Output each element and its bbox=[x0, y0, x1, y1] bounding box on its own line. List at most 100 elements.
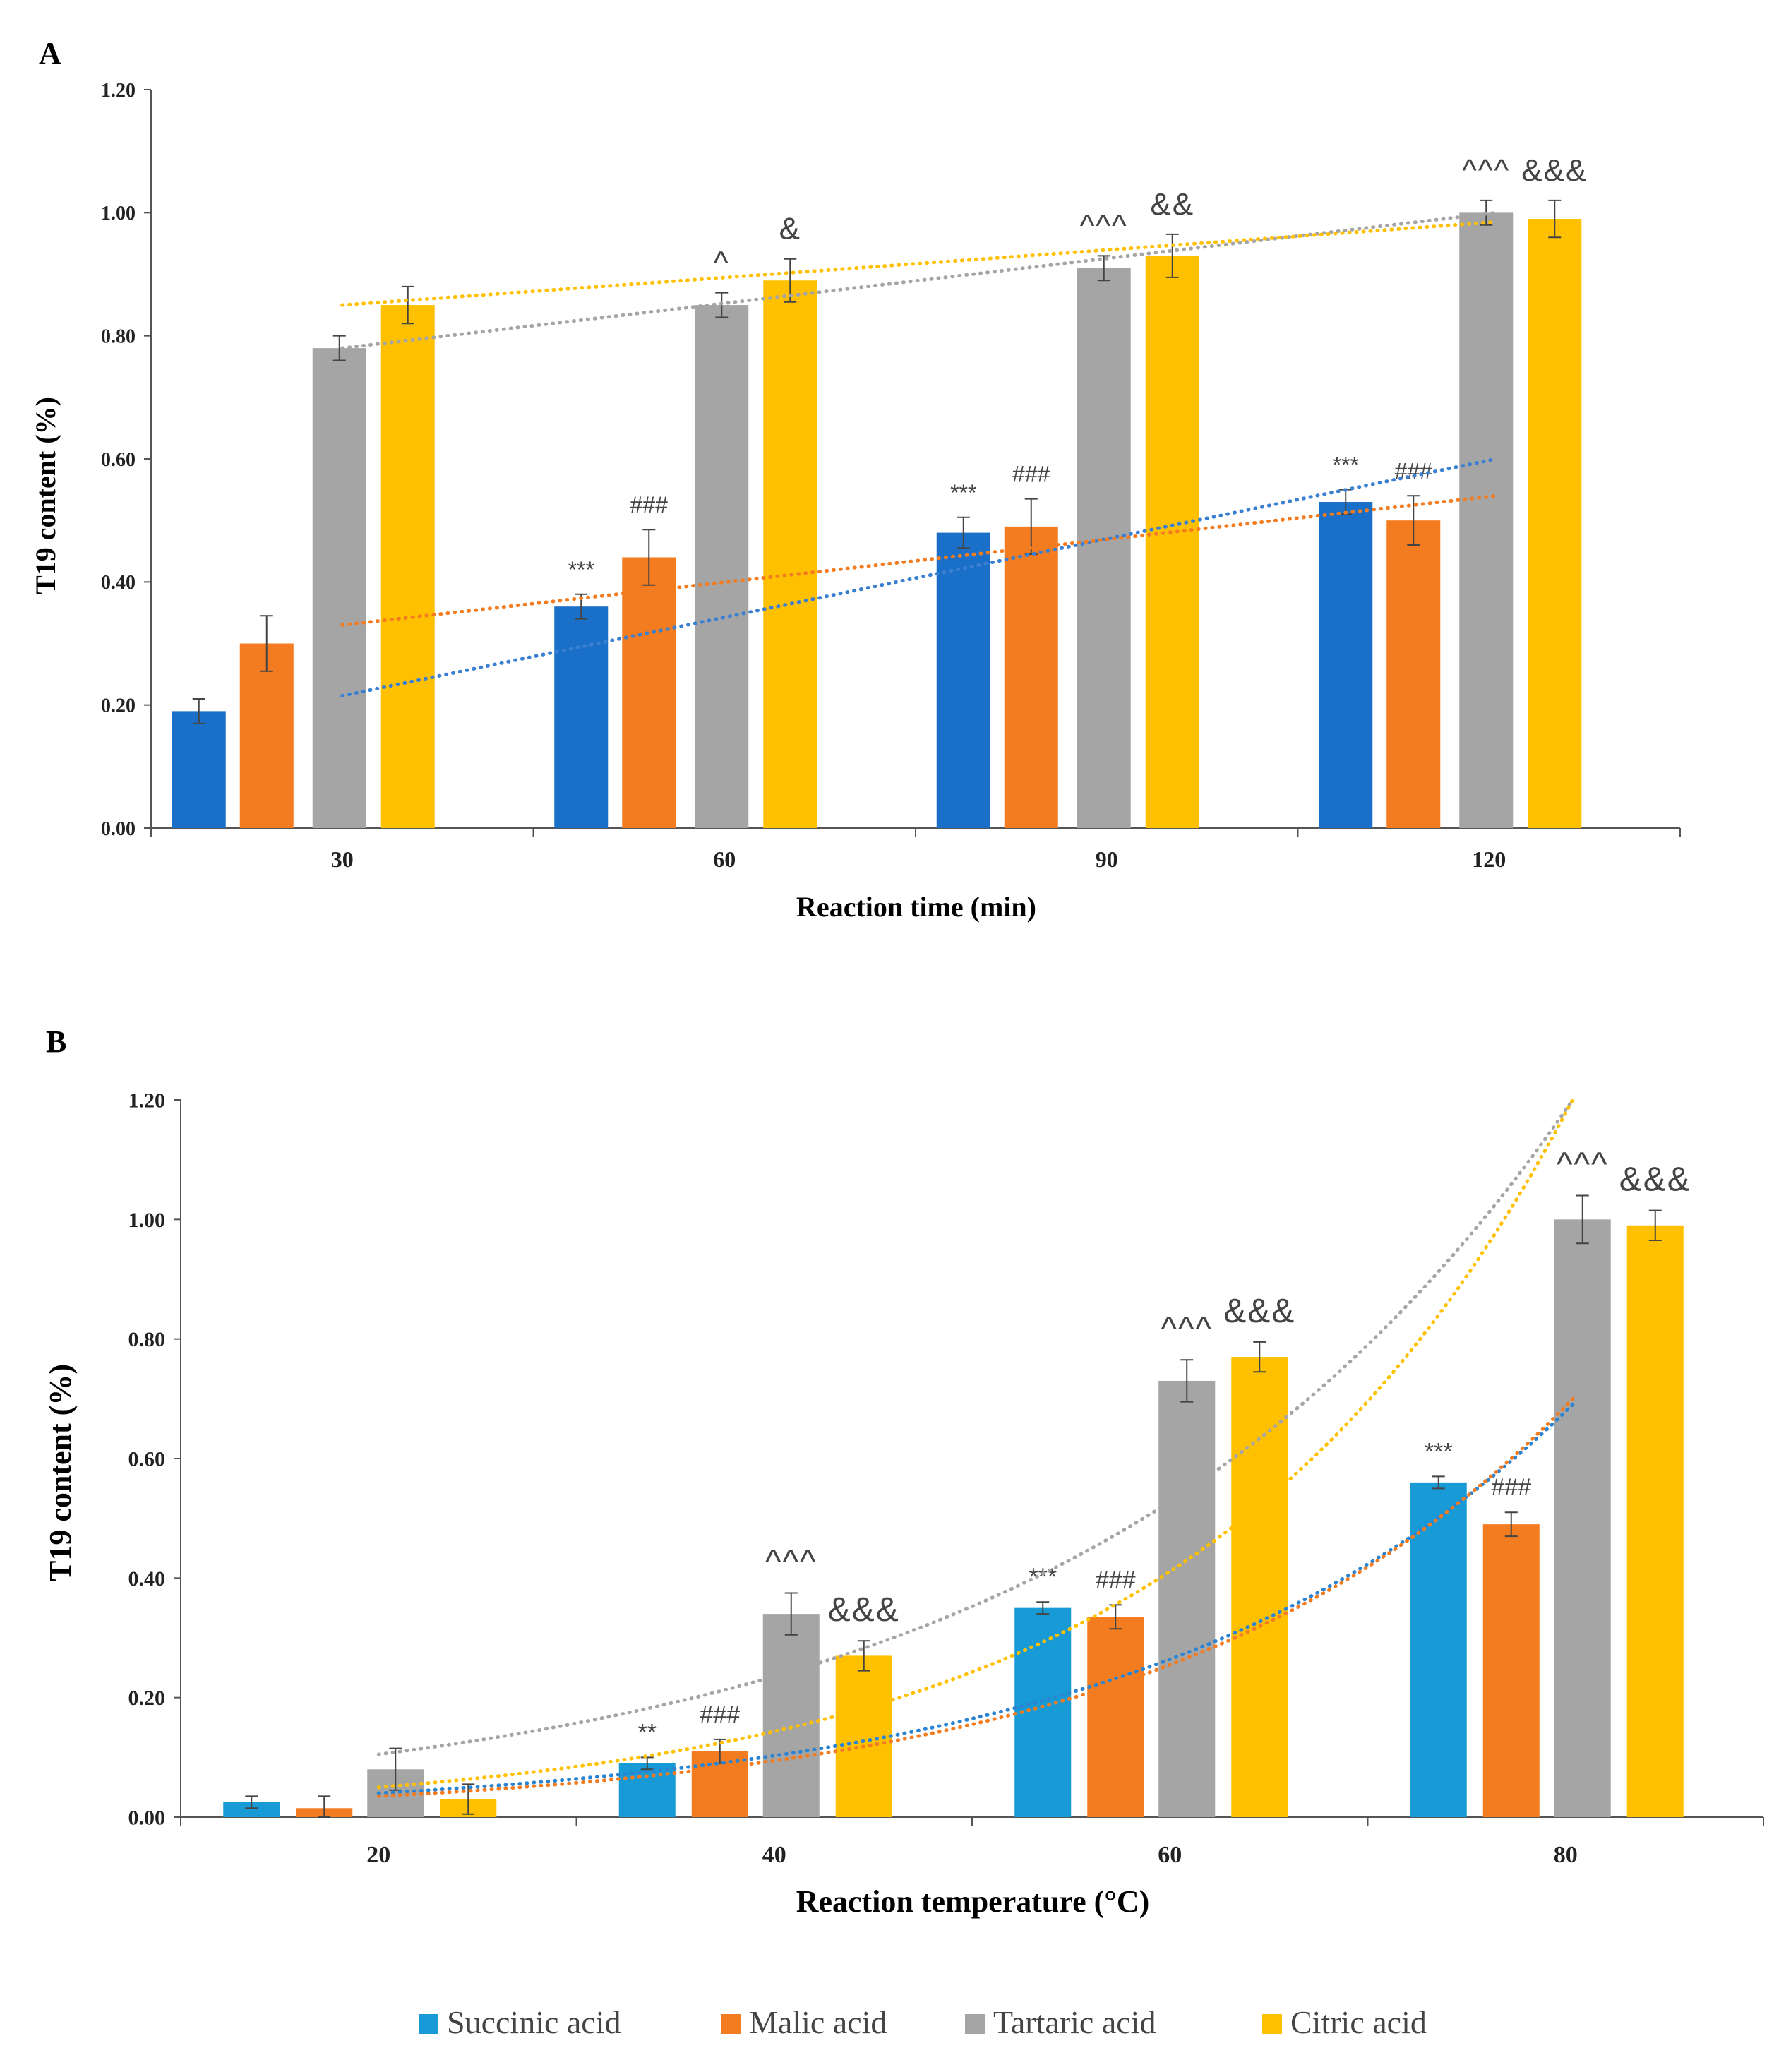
significance-label: *** bbox=[950, 480, 976, 505]
legend-item: Tartaric acid bbox=[965, 2004, 1156, 2040]
legend-label: Tartaric acid bbox=[993, 2004, 1156, 2040]
x-tick-label: 120 bbox=[1472, 846, 1506, 872]
bar-citric-acid bbox=[763, 280, 817, 828]
bar-malic-acid bbox=[1004, 526, 1058, 828]
y-tick-label: 0.60 bbox=[128, 1448, 166, 1471]
trendline-citric-acid bbox=[376, 1098, 1575, 1790]
significance-label: ^^^ bbox=[1161, 1310, 1213, 1348]
trendline-tartaric-acid bbox=[376, 1098, 1575, 1756]
legend: Succinic acid Malic acid Tartaric acid C… bbox=[419, 2004, 1427, 2040]
bar-malic-acid bbox=[622, 557, 676, 828]
y-tick-label: 0.20 bbox=[101, 695, 136, 717]
legend-label: Malic acid bbox=[749, 2004, 887, 2040]
bar-tartaric-acid bbox=[695, 305, 749, 828]
y-tick-label: 0.80 bbox=[101, 325, 136, 347]
bar-malic-acid bbox=[1482, 1524, 1540, 1817]
y-tick-label: 0.40 bbox=[128, 1567, 166, 1591]
x-tick-label: 30 bbox=[331, 846, 354, 872]
y-tick-label: 1.20 bbox=[128, 1089, 166, 1113]
bar-tartaric-acid bbox=[1554, 1219, 1611, 1817]
significance-label: ^^^ bbox=[1080, 208, 1128, 243]
trendline-malic-acid bbox=[340, 493, 1498, 627]
significance-label: ### bbox=[1012, 462, 1050, 487]
legend-swatch bbox=[419, 2014, 438, 2034]
panel-label: B bbox=[46, 1024, 66, 1059]
trendline-tartaric-acid bbox=[340, 210, 1498, 350]
bar-citric-acid bbox=[1528, 219, 1582, 828]
legend-item: Succinic acid bbox=[419, 2004, 621, 2040]
significance-label: ^ bbox=[714, 246, 730, 280]
bar-citric-acid bbox=[1145, 256, 1199, 829]
x-tick-label: 40 bbox=[762, 1842, 786, 1868]
bar-tartaric-acid bbox=[762, 1614, 820, 1817]
y-tick-label: 1.20 bbox=[101, 80, 136, 102]
x-tick-label: 80 bbox=[1554, 1842, 1578, 1868]
significance-label: &&& bbox=[1521, 153, 1588, 188]
y-tick-label: 0.00 bbox=[101, 818, 136, 840]
legend-item: Citric acid bbox=[1262, 2004, 1427, 2040]
significance-label: *** bbox=[568, 557, 594, 582]
bar-succinic-acid bbox=[554, 606, 609, 828]
bar-succinic-acid bbox=[1410, 1482, 1467, 1817]
x-axis-title: Reaction time (min) bbox=[796, 891, 1036, 923]
panel-a: A Reaction time (min) T19 content (%) 0.… bbox=[30, 36, 1681, 923]
bar-succinic-acid bbox=[1319, 502, 1373, 828]
significance-label: && bbox=[1150, 187, 1194, 222]
significance-label: &&& bbox=[1223, 1293, 1295, 1330]
bar-tartaric-acid bbox=[1459, 212, 1514, 828]
y-tick-label: 0.00 bbox=[128, 1807, 166, 1830]
significance-label: ### bbox=[700, 1701, 740, 1728]
legend-swatch bbox=[1262, 2014, 1282, 2034]
trendline-citric-acid bbox=[340, 220, 1498, 307]
trendline-succinic-acid bbox=[340, 457, 1498, 698]
legend-item: Malic acid bbox=[721, 2004, 887, 2040]
y-tick-label: 0.80 bbox=[128, 1328, 166, 1351]
significance-label: ^^^ bbox=[765, 1544, 817, 1581]
y-axis-title: T19 content (%) bbox=[43, 1364, 78, 1581]
significance-label: *** bbox=[1425, 1438, 1453, 1465]
legend-swatch bbox=[965, 2014, 985, 2034]
bar-malic-acid bbox=[239, 643, 294, 828]
trendline-succinic-acid bbox=[376, 1403, 1575, 1795]
x-tick-label: 60 bbox=[1158, 1842, 1182, 1868]
bar-citric-acid bbox=[380, 305, 435, 828]
y-tick-label: 1.00 bbox=[101, 203, 136, 224]
significance-label: ^^^ bbox=[1557, 1146, 1609, 1183]
y-tick-label: 0.20 bbox=[128, 1687, 166, 1710]
legend-label: Citric acid bbox=[1290, 2004, 1427, 2040]
bar-malic-acid bbox=[1386, 520, 1441, 828]
significance-label: ### bbox=[1491, 1474, 1531, 1501]
x-tick-label: 60 bbox=[713, 846, 736, 872]
significance-label: ### bbox=[630, 492, 669, 517]
y-tick-label: 1.00 bbox=[128, 1209, 166, 1232]
significance-label: &&& bbox=[828, 1591, 900, 1629]
bar-succinic-acid bbox=[172, 711, 226, 828]
panel-b: B Reaction temperature (°C) T19 content … bbox=[43, 1024, 1764, 1919]
bar-tartaric-acid bbox=[1158, 1380, 1216, 1817]
significance-label: *** bbox=[1029, 1564, 1057, 1591]
y-tick-label: 0.40 bbox=[101, 572, 136, 594]
bar-succinic-acid bbox=[936, 532, 990, 828]
trendline-malic-acid bbox=[376, 1396, 1575, 1798]
significance-label: &&& bbox=[1619, 1161, 1691, 1199]
bar-tartaric-acid bbox=[1077, 268, 1131, 828]
bar-succinic-acid bbox=[223, 1802, 280, 1817]
panel-label: A bbox=[39, 36, 61, 71]
legend-label: Succinic acid bbox=[447, 2004, 621, 2040]
y-axis-title: T19 content (%) bbox=[30, 397, 61, 594]
y-tick-label: 0.60 bbox=[101, 449, 136, 471]
x-axis-title: Reaction temperature (°C) bbox=[796, 1884, 1150, 1919]
significance-label: ** bbox=[638, 1719, 657, 1746]
significance-label: ### bbox=[1096, 1567, 1136, 1593]
x-tick-label: 90 bbox=[1096, 846, 1118, 872]
bar-malic-acid bbox=[1087, 1617, 1144, 1817]
x-tick-label: 20 bbox=[366, 1842, 390, 1868]
bar-tartaric-acid bbox=[312, 348, 366, 829]
legend-swatch bbox=[721, 2014, 741, 2034]
bar-citric-acid bbox=[1626, 1225, 1684, 1817]
significance-label: & bbox=[779, 212, 801, 246]
significance-label: *** bbox=[1333, 453, 1359, 478]
significance-label: ^^^ bbox=[1462, 153, 1510, 188]
bar-citric-acid bbox=[1231, 1357, 1288, 1817]
